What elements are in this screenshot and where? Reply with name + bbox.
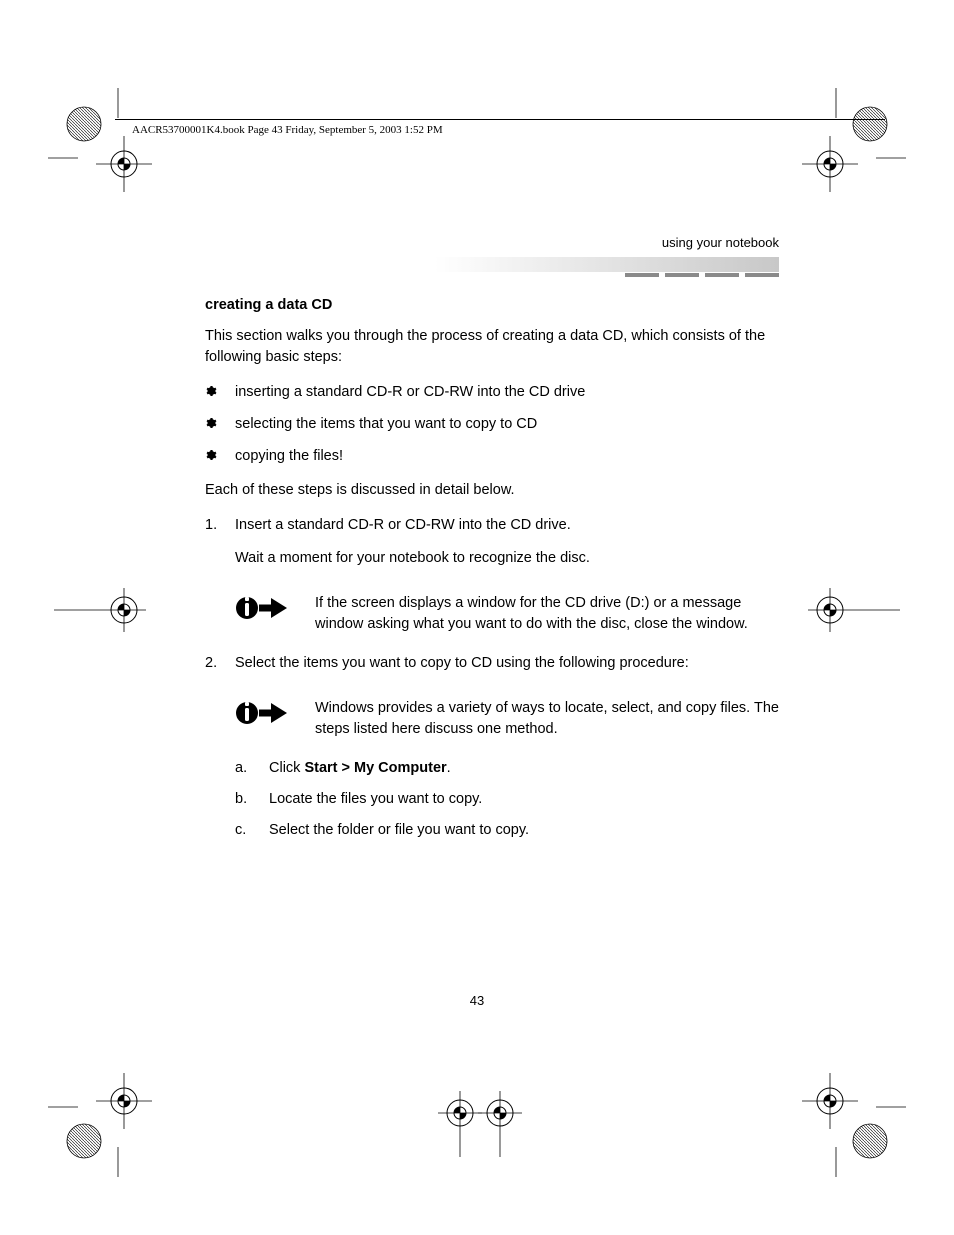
step-number: 2.	[205, 653, 235, 686]
section-heading: creating a data CD	[205, 295, 780, 316]
info-text: Windows provides a variety of ways to lo…	[315, 698, 780, 740]
numbered-list: 1. Insert a standard CD-R or CD-RW into …	[205, 515, 780, 841]
crop-mark-icon	[48, 1057, 168, 1177]
info-note: Windows provides a variety of ways to lo…	[235, 698, 780, 740]
after-bullets-paragraph: Each of these steps is discussed in deta…	[205, 480, 780, 501]
crop-header-text: AACR53700001K4.book Page 43 Friday, Sept…	[132, 124, 447, 136]
step-number: 1.	[205, 515, 235, 581]
info-arrow-icon	[235, 698, 315, 735]
page-content: creating a data CD This section walks yo…	[205, 295, 780, 851]
sub-list: a. Click Start > My Computer. b. Locate …	[235, 758, 780, 841]
step-text: Select the items you want to copy to CD …	[235, 653, 780, 674]
sub-text: Select the folder or file you want to co…	[269, 820, 780, 841]
step-body: Select the items you want to copy to CD …	[235, 653, 780, 686]
step-text: Insert a standard CD-R or CD-RW into the…	[235, 515, 780, 536]
running-head: using your notebook	[662, 235, 779, 250]
bullet-gear-icon	[205, 382, 235, 404]
sub-item: b. Locate the files you want to copy.	[235, 789, 780, 810]
sub-letter: b.	[235, 789, 269, 810]
crop-mark-icon	[430, 1087, 530, 1157]
crop-mark-icon	[786, 88, 906, 208]
bullet-item: selecting the items that you want to cop…	[205, 414, 780, 436]
info-arrow-icon	[235, 593, 315, 630]
sub-text: Locate the files you want to copy.	[269, 789, 780, 810]
bullet-list: inserting a standard CD-R or CD-RW into …	[205, 382, 780, 468]
step-body: Insert a standard CD-R or CD-RW into the…	[235, 515, 780, 581]
crop-mark-icon	[806, 580, 906, 640]
sub-letter: c.	[235, 820, 269, 841]
bullet-text: copying the files!	[235, 446, 780, 467]
step-subtext: Wait a moment for your notebook to recog…	[235, 548, 780, 569]
dash-bar	[625, 273, 779, 277]
sub-item: a. Click Start > My Computer.	[235, 758, 780, 779]
bullet-item: copying the files!	[205, 446, 780, 468]
numbered-item: 1. Insert a standard CD-R or CD-RW into …	[205, 515, 780, 581]
bullet-gear-icon	[205, 446, 235, 468]
numbered-item: 2. Select the items you want to copy to …	[205, 653, 780, 686]
bullet-item: inserting a standard CD-R or CD-RW into …	[205, 382, 780, 404]
sub-text: Click Start > My Computer.	[269, 758, 780, 779]
gradient-bar	[205, 257, 779, 272]
info-text: If the screen displays a window for the …	[315, 593, 780, 635]
sub-item: c. Select the folder or file you want to…	[235, 820, 780, 841]
crop-mark-icon	[48, 88, 168, 208]
crop-header-line	[115, 119, 885, 120]
crop-mark-icon	[786, 1057, 906, 1177]
page-number: 43	[0, 993, 954, 1008]
bullet-gear-icon	[205, 414, 235, 436]
intro-paragraph: This section walks you through the proce…	[205, 326, 780, 368]
crop-mark-icon	[48, 580, 148, 640]
sub-letter: a.	[235, 758, 269, 779]
bullet-text: selecting the items that you want to cop…	[235, 414, 780, 435]
bullet-text: inserting a standard CD-R or CD-RW into …	[235, 382, 780, 403]
info-note: If the screen displays a window for the …	[235, 593, 780, 635]
